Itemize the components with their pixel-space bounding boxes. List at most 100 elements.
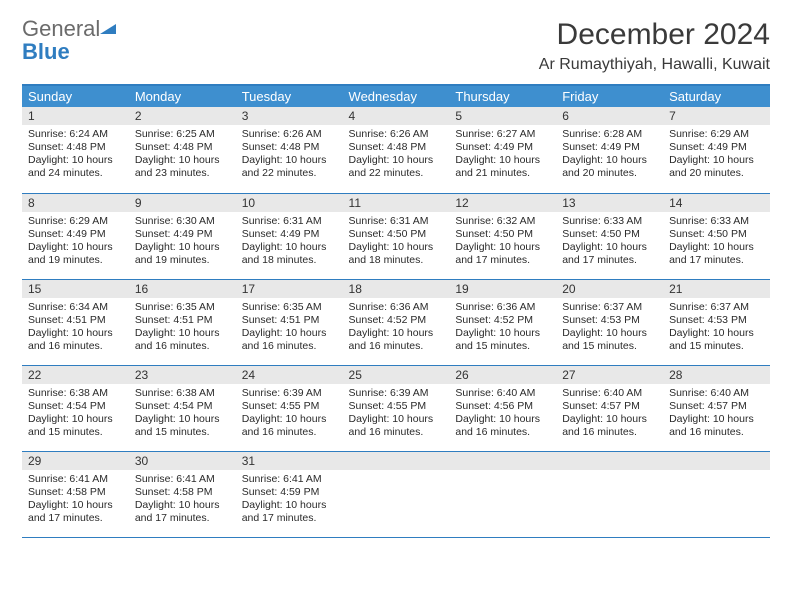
weekday-header: Friday: [556, 85, 663, 107]
sunset-line: Sunset: 4:59 PM: [242, 486, 320, 498]
daylight-line: Daylight: 10 hours and 15 minutes.: [135, 413, 220, 438]
calendar-day-cell: 13Sunrise: 6:33 AMSunset: 4:50 PMDayligh…: [556, 193, 663, 279]
calendar-week-row: 22Sunrise: 6:38 AMSunset: 4:54 PMDayligh…: [22, 365, 770, 451]
day-number: 11: [343, 194, 450, 212]
day-body: Sunrise: 6:41 AMSunset: 4:58 PMDaylight:…: [129, 470, 236, 531]
sunrise-line: Sunrise: 6:31 AM: [242, 215, 322, 227]
day-body: Sunrise: 6:41 AMSunset: 4:59 PMDaylight:…: [236, 470, 343, 531]
day-number-empty: [556, 452, 663, 470]
sunrise-line: Sunrise: 6:38 AM: [135, 387, 215, 399]
calendar-day-cell: 7Sunrise: 6:29 AMSunset: 4:49 PMDaylight…: [663, 107, 770, 193]
day-body: Sunrise: 6:40 AMSunset: 4:57 PMDaylight:…: [556, 384, 663, 445]
sunrise-line: Sunrise: 6:34 AM: [28, 301, 108, 313]
calendar-day-cell: 5Sunrise: 6:27 AMSunset: 4:49 PMDaylight…: [449, 107, 556, 193]
day-number: 7: [663, 107, 770, 125]
sunrise-line: Sunrise: 6:35 AM: [135, 301, 215, 313]
sunrise-line: Sunrise: 6:29 AM: [28, 215, 108, 227]
sunrise-line: Sunrise: 6:37 AM: [669, 301, 749, 313]
sunrise-line: Sunrise: 6:38 AM: [28, 387, 108, 399]
daylight-line: Daylight: 10 hours and 24 minutes.: [28, 154, 113, 179]
calendar-day-cell: 30Sunrise: 6:41 AMSunset: 4:58 PMDayligh…: [129, 451, 236, 537]
sunset-line: Sunset: 4:48 PM: [135, 141, 213, 153]
calendar-day-cell: 26Sunrise: 6:40 AMSunset: 4:56 PMDayligh…: [449, 365, 556, 451]
day-number-empty: [343, 452, 450, 470]
day-number: 13: [556, 194, 663, 212]
calendar-day-cell: 27Sunrise: 6:40 AMSunset: 4:57 PMDayligh…: [556, 365, 663, 451]
sunrise-line: Sunrise: 6:35 AM: [242, 301, 322, 313]
day-body: Sunrise: 6:36 AMSunset: 4:52 PMDaylight:…: [449, 298, 556, 359]
calendar-day-cell: 12Sunrise: 6:32 AMSunset: 4:50 PMDayligh…: [449, 193, 556, 279]
location: Ar Rumaythiyah, Hawalli, Kuwait: [539, 56, 770, 74]
sunset-line: Sunset: 4:48 PM: [349, 141, 427, 153]
daylight-line: Daylight: 10 hours and 15 minutes.: [562, 327, 647, 352]
calendar-day-cell: 22Sunrise: 6:38 AMSunset: 4:54 PMDayligh…: [22, 365, 129, 451]
day-number: 18: [343, 280, 450, 298]
daylight-line: Daylight: 10 hours and 22 minutes.: [349, 154, 434, 179]
day-number: 23: [129, 366, 236, 384]
daylight-line: Daylight: 10 hours and 16 minutes.: [135, 327, 220, 352]
day-body: Sunrise: 6:26 AMSunset: 4:48 PMDaylight:…: [343, 125, 450, 186]
day-body: Sunrise: 6:29 AMSunset: 4:49 PMDaylight:…: [663, 125, 770, 186]
sunrise-line: Sunrise: 6:36 AM: [349, 301, 429, 313]
sunrise-line: Sunrise: 6:27 AM: [455, 128, 535, 140]
day-number: 19: [449, 280, 556, 298]
daylight-line: Daylight: 10 hours and 19 minutes.: [28, 241, 113, 266]
day-body: Sunrise: 6:36 AMSunset: 4:52 PMDaylight:…: [343, 298, 450, 359]
day-number: 14: [663, 194, 770, 212]
sunset-line: Sunset: 4:49 PM: [135, 228, 213, 240]
sunrise-line: Sunrise: 6:41 AM: [28, 473, 108, 485]
month-title: December 2024: [539, 18, 770, 52]
day-number: 6: [556, 107, 663, 125]
daylight-line: Daylight: 10 hours and 15 minutes.: [669, 327, 754, 352]
sunrise-line: Sunrise: 6:32 AM: [455, 215, 535, 227]
sunrise-line: Sunrise: 6:39 AM: [242, 387, 322, 399]
sunset-line: Sunset: 4:56 PM: [455, 400, 533, 412]
daylight-line: Daylight: 10 hours and 17 minutes.: [242, 499, 327, 524]
day-body: Sunrise: 6:33 AMSunset: 4:50 PMDaylight:…: [556, 212, 663, 273]
calendar-day-cell: 16Sunrise: 6:35 AMSunset: 4:51 PMDayligh…: [129, 279, 236, 365]
day-body: Sunrise: 6:40 AMSunset: 4:56 PMDaylight:…: [449, 384, 556, 445]
day-body: Sunrise: 6:28 AMSunset: 4:49 PMDaylight:…: [556, 125, 663, 186]
calendar-week-row: 1Sunrise: 6:24 AMSunset: 4:48 PMDaylight…: [22, 107, 770, 193]
logo-general-text: General: [22, 16, 100, 41]
sunrise-line: Sunrise: 6:33 AM: [669, 215, 749, 227]
day-body: Sunrise: 6:41 AMSunset: 4:58 PMDaylight:…: [22, 470, 129, 531]
calendar-day-cell: 19Sunrise: 6:36 AMSunset: 4:52 PMDayligh…: [449, 279, 556, 365]
calendar-body: 1Sunrise: 6:24 AMSunset: 4:48 PMDaylight…: [22, 107, 770, 537]
day-body: Sunrise: 6:37 AMSunset: 4:53 PMDaylight:…: [556, 298, 663, 359]
calendar-day-cell: 31Sunrise: 6:41 AMSunset: 4:59 PMDayligh…: [236, 451, 343, 537]
calendar-day-cell: 11Sunrise: 6:31 AMSunset: 4:50 PMDayligh…: [343, 193, 450, 279]
sunset-line: Sunset: 4:48 PM: [242, 141, 320, 153]
daylight-line: Daylight: 10 hours and 15 minutes.: [455, 327, 540, 352]
daylight-line: Daylight: 10 hours and 16 minutes.: [349, 327, 434, 352]
day-number: 9: [129, 194, 236, 212]
daylight-line: Daylight: 10 hours and 20 minutes.: [669, 154, 754, 179]
day-body-empty: [663, 470, 770, 530]
sunrise-line: Sunrise: 6:40 AM: [455, 387, 535, 399]
calendar-day-cell: 21Sunrise: 6:37 AMSunset: 4:53 PMDayligh…: [663, 279, 770, 365]
sunset-line: Sunset: 4:53 PM: [669, 314, 747, 326]
calendar-day-cell: 8Sunrise: 6:29 AMSunset: 4:49 PMDaylight…: [22, 193, 129, 279]
day-number: 1: [22, 107, 129, 125]
day-body: Sunrise: 6:33 AMSunset: 4:50 PMDaylight:…: [663, 212, 770, 273]
calendar-day-cell: 4Sunrise: 6:26 AMSunset: 4:48 PMDaylight…: [343, 107, 450, 193]
sunset-line: Sunset: 4:51 PM: [135, 314, 213, 326]
day-body-empty: [449, 470, 556, 530]
sunset-line: Sunset: 4:53 PM: [562, 314, 640, 326]
sunrise-line: Sunrise: 6:41 AM: [242, 473, 322, 485]
day-body: Sunrise: 6:38 AMSunset: 4:54 PMDaylight:…: [22, 384, 129, 445]
calendar-day-cell: [663, 451, 770, 537]
day-number: 26: [449, 366, 556, 384]
sunset-line: Sunset: 4:49 PM: [669, 141, 747, 153]
day-number: 5: [449, 107, 556, 125]
day-number: 12: [449, 194, 556, 212]
daylight-line: Daylight: 10 hours and 21 minutes.: [455, 154, 540, 179]
sunrise-line: Sunrise: 6:39 AM: [349, 387, 429, 399]
sunrise-line: Sunrise: 6:26 AM: [242, 128, 322, 140]
sunrise-line: Sunrise: 6:29 AM: [669, 128, 749, 140]
calendar-day-cell: [556, 451, 663, 537]
day-number: 17: [236, 280, 343, 298]
day-body: Sunrise: 6:38 AMSunset: 4:54 PMDaylight:…: [129, 384, 236, 445]
day-body: Sunrise: 6:27 AMSunset: 4:49 PMDaylight:…: [449, 125, 556, 186]
day-number: 30: [129, 452, 236, 470]
